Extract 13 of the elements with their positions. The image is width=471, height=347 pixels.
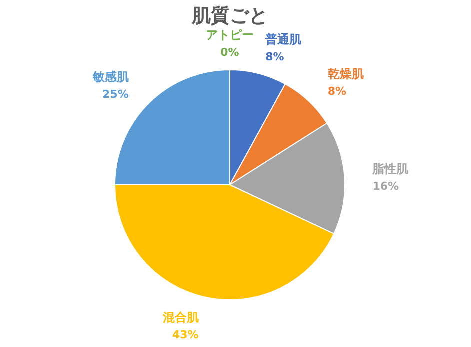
slice-label: 乾燥肌 <box>328 66 364 81</box>
category-label: アトピー <box>206 28 254 42</box>
data-label: 8% <box>266 50 284 64</box>
chart-title: 肌質ごと <box>191 5 268 27</box>
data-label: 43% <box>172 328 199 342</box>
slice-label: 普通肌 <box>264 32 302 46</box>
slice-label: 混合肌 <box>162 310 199 325</box>
slice-label: 脂性肌 <box>372 162 409 176</box>
text: 0% <box>220 46 240 59</box>
data-label: 16% <box>372 180 400 194</box>
slice-label: 敏感肌 <box>92 70 129 84</box>
data-label: 8% <box>328 84 347 98</box>
data-label: 25% <box>102 88 129 101</box>
